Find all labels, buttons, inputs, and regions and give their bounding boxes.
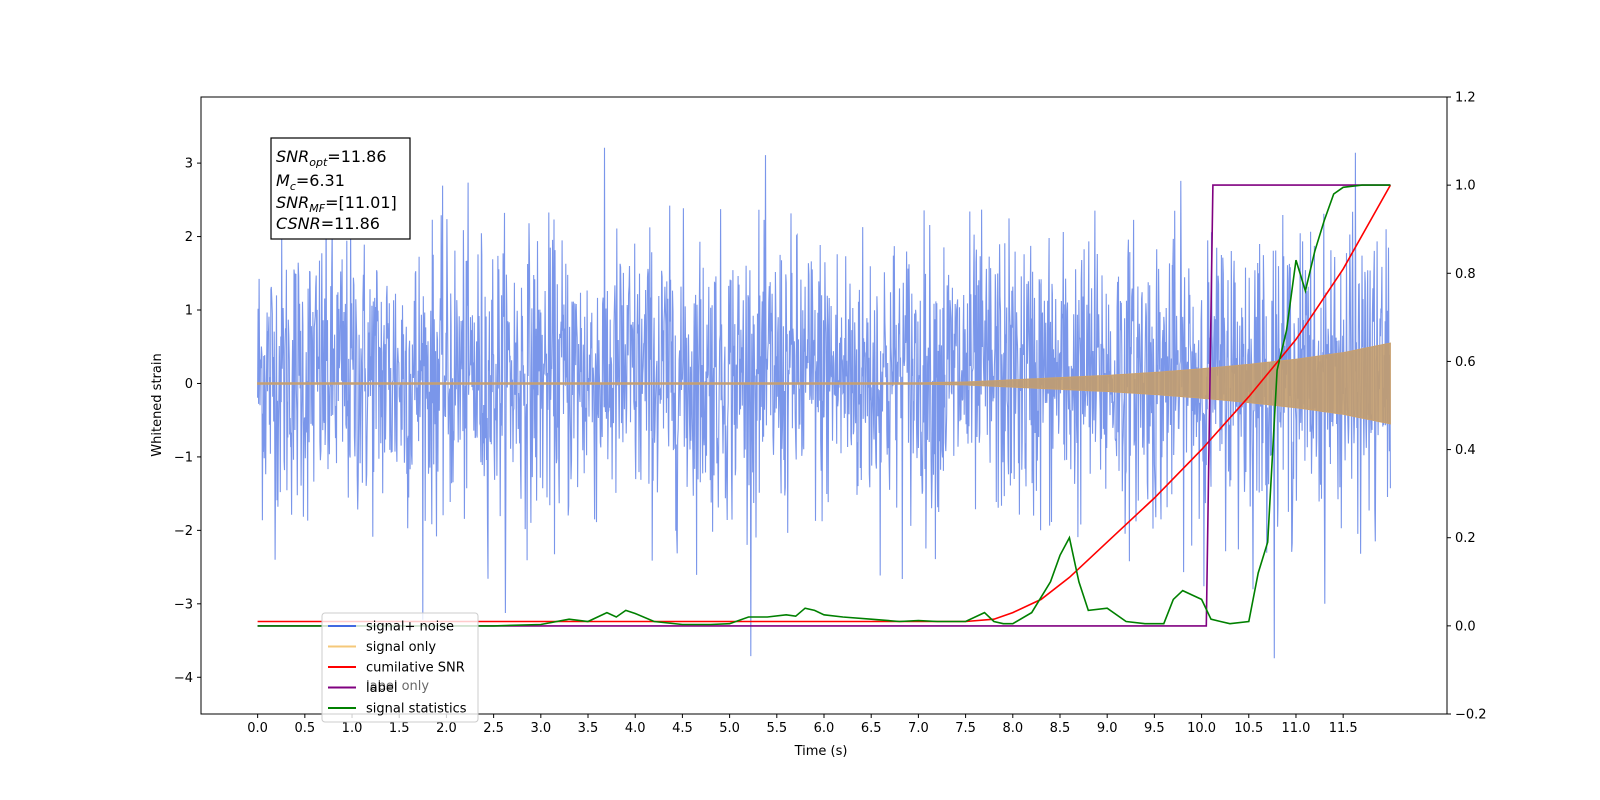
legend: label only signal+ noise signal only cumil… xyxy=(321,612,479,723)
x-tick-label: 7.5 xyxy=(955,721,976,736)
x-tick-label: 6.5 xyxy=(861,721,882,736)
legend-entry-label: label xyxy=(366,681,397,696)
x-tick-label: 3.5 xyxy=(578,721,599,736)
y-left-tick-label: −1 xyxy=(174,450,193,465)
info-csnr: CSNR=11.86 xyxy=(276,214,380,233)
y-left-tick-label: −4 xyxy=(174,671,193,686)
x-tick-label: 11.0 xyxy=(1281,721,1310,736)
info-snr-mf: SNRMF=[11.01] xyxy=(276,193,397,215)
info-mc: Mc=6.31 xyxy=(276,171,345,193)
y-right-tick-label: 1.0 xyxy=(1455,179,1476,194)
legend-entry-label: signal statistics xyxy=(366,702,467,717)
legend-hidden-entry: label only xyxy=(366,679,429,694)
x-tick-label: 8.5 xyxy=(1050,721,1071,736)
x-tick-label: 5.5 xyxy=(766,721,787,736)
y-right-tick-label: 0.0 xyxy=(1455,619,1476,634)
series-signal-noise xyxy=(257,147,1391,659)
x-tick-label: 0.5 xyxy=(294,721,315,736)
y-left-tick-label: 3 xyxy=(185,157,193,172)
x-tick-label: 9.0 xyxy=(1097,721,1118,736)
x-axis: 0.0 0.5 1.0 1.5 2.0 2.5 3.0 3.5 4.0 4.5 5.0 5.5 6.0 6… xyxy=(247,714,1358,736)
series-label xyxy=(257,184,1391,627)
x-tick-label: 3.0 xyxy=(530,721,551,736)
y-right-tick-label: 0.8 xyxy=(1455,267,1476,282)
x-tick-label: 0.0 xyxy=(247,721,268,736)
y-left-tick-label: 2 xyxy=(185,230,193,245)
x-tick-label: 2.0 xyxy=(436,721,457,736)
y-right-tick-label: 0.6 xyxy=(1455,355,1476,370)
series-signal-statistics xyxy=(257,184,1391,627)
legend-entry-label: cumilative SNR xyxy=(366,661,465,676)
legend-entry-label: signal+ noise xyxy=(366,620,454,635)
info-box-frame xyxy=(270,137,411,240)
plot-area xyxy=(257,147,1392,659)
legend-frame xyxy=(321,612,479,723)
y-axis-left: 3 2 1 0 −1 −2 −3 −4 xyxy=(174,157,201,686)
x-tick-label: 9.5 xyxy=(1144,721,1165,736)
x-tick-label: 6.0 xyxy=(814,721,835,736)
x-tick-label: 5.0 xyxy=(719,721,740,736)
y-axis-right: 1.2 1.0 0.8 0.6 0.4 0.2 0.0 −0.2 xyxy=(1447,91,1487,723)
x-tick-label: 8.0 xyxy=(1002,721,1023,736)
y-right-tick-label: 1.2 xyxy=(1455,91,1476,106)
y-right-tick-label: −0.2 xyxy=(1455,708,1487,723)
x-tick-label: 11.5 xyxy=(1329,721,1358,736)
series-cumulative-snr xyxy=(257,184,1392,623)
x-tick-label: 4.0 xyxy=(625,721,646,736)
x-axis-label: Time (s) xyxy=(794,744,848,759)
y-axis-label: Whitened strain xyxy=(150,353,165,456)
x-tick-label: 2.5 xyxy=(483,721,504,736)
y-left-tick-label: −3 xyxy=(174,597,193,612)
legend-entry-label: signal only xyxy=(366,640,436,655)
series-signal-only xyxy=(257,342,1391,425)
x-tick-label: 1.0 xyxy=(342,721,363,736)
x-tick-label: 4.5 xyxy=(672,721,693,736)
info-snr-opt: SNRopt=11.86 xyxy=(276,147,387,169)
legend-entries: signal+ noise signal only cumilative SNR la… xyxy=(328,620,467,717)
x-tick-label: 10.0 xyxy=(1187,721,1216,736)
x-tick-label: 10.5 xyxy=(1234,721,1263,736)
y-left-tick-label: 0 xyxy=(185,377,193,392)
y-right-tick-label: 0.4 xyxy=(1455,443,1476,458)
y-left-tick-label: −2 xyxy=(174,524,193,539)
y-left-tick-label: 1 xyxy=(185,304,193,319)
y-right-tick-label: 0.2 xyxy=(1455,531,1476,546)
x-tick-label: 7.0 xyxy=(908,721,929,736)
info-box: SNRopt=11.86 Mc=6.31 SNRMF=[11.01] CSNR=… xyxy=(270,137,411,240)
x-tick-label: 1.5 xyxy=(389,721,410,736)
